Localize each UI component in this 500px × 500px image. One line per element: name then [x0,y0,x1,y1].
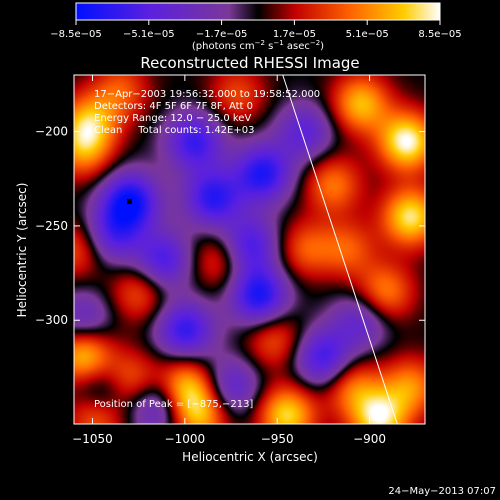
colorbar-tick-label: 8.5e−05 [418,29,461,40]
x-tick-label: −1000 [165,432,206,446]
y-tick-label: −200 [35,125,68,139]
minimum-marker [126,198,132,204]
peak-position-label: Position of Peak = [−875,−213] [94,399,253,410]
colorbar-tick-label: −5.1e−05 [123,29,175,40]
y-axis-ticks: −200 −250 −300 [35,125,425,327]
colorbar-units-label: (photons cm−2 s−1 asec−2) [192,39,324,52]
colorbar-tick-label: −8.5e−05 [50,29,102,40]
y-axis-label: Heliocentric Y (arcsec) [15,183,29,318]
annotation-clean: Clean Total counts: 1.42E+03 [94,125,254,136]
colorbar-tick-label: 5.1e−05 [346,29,389,40]
x-axis-ticks: −1050 −1000 −950 −900 [72,75,386,446]
annotation-detectors: Detectors: 4F 5F 6F 7F 8F, Att 0 [94,101,253,112]
plot-overlay [126,74,398,425]
colorbar-ticks: −8.5e−05 −5.1e−05 −1.7e−05 1.7e−05 5.1e−05 8.… [50,20,462,40]
colorbar [75,2,441,21]
x-tick-label: −900 [353,432,386,446]
colorbar-tick-label: −1.7e−05 [196,29,248,40]
annotation-time: 17−Apr−2003 19:56:32.000 to 19:58:52.000 [94,89,320,100]
x-tick-label: −1050 [72,432,113,446]
plot-frame [73,74,426,425]
colorbar-tick-label: 1.7e−05 [273,29,316,40]
limb-line [282,74,398,425]
annotation-energy: Energy Range: 12.0 − 25.0 keV [94,113,251,124]
y-tick-label: −300 [35,313,68,327]
x-axis-label: Heliocentric X (arcsec) [182,450,318,464]
y-tick-label: −250 [35,219,68,233]
image-plot [74,75,425,424]
chart-title: Reconstructed RHESSI Image [140,54,359,72]
heatmap-image [74,75,425,424]
x-tick-label: −950 [261,432,294,446]
footer-timestamp: 24−May−2013 07:07 [388,486,496,497]
